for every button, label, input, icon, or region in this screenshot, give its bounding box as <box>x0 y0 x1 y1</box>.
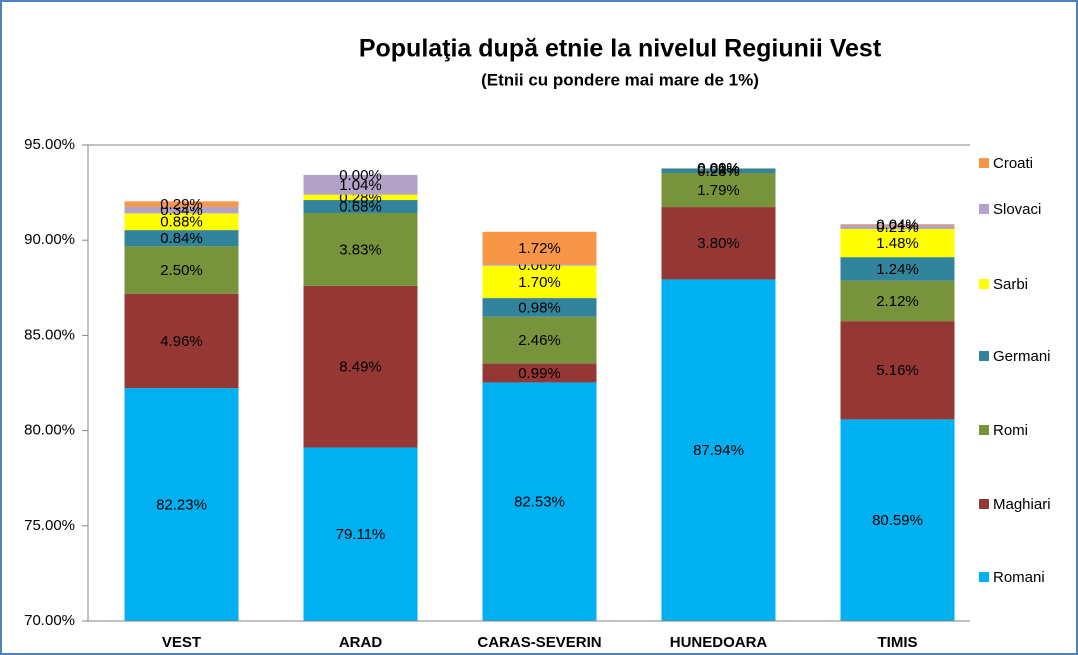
data-label: 82.53% <box>514 494 565 511</box>
bar-segment <box>124 230 239 247</box>
legend-swatch <box>979 351 989 361</box>
data-label: 1.24% <box>876 261 919 278</box>
legend-swatch <box>979 279 989 289</box>
legend-swatch <box>979 572 989 582</box>
data-label: 0.00% <box>339 167 382 184</box>
bar-segment <box>124 388 239 621</box>
data-label: 0.01% <box>697 160 740 177</box>
data-label: 0.88% <box>160 214 203 231</box>
data-label: 0.00% <box>697 160 740 177</box>
bar-segment <box>482 265 597 299</box>
bar-segment <box>840 257 955 281</box>
data-label: 1.48% <box>876 235 919 252</box>
bar-segment <box>124 213 239 231</box>
bar-segment <box>840 228 955 258</box>
legend-label: Slovaci <box>993 201 1041 218</box>
data-label: 0.99% <box>518 365 561 382</box>
legend-label: Sarbi <box>993 276 1028 293</box>
x-tick-label: TIMIS <box>878 634 918 651</box>
x-tick-label: ARAD <box>339 634 382 651</box>
data-label: 82.23% <box>156 497 207 514</box>
bar-segment <box>303 212 418 286</box>
bar-segment <box>303 285 418 448</box>
data-label: 1.04% <box>339 177 382 194</box>
data-label: 2.12% <box>876 293 919 310</box>
bar-segment <box>124 293 239 389</box>
data-label: 0.23% <box>697 163 740 180</box>
bar-segment <box>124 201 239 207</box>
y-tick-label: 85.00% <box>24 326 75 343</box>
legend-swatch <box>979 158 989 168</box>
y-tick-label: 70.00% <box>24 612 75 629</box>
bar-segment <box>303 174 418 195</box>
data-label: 1.70% <box>518 274 561 291</box>
data-label: 2.50% <box>160 262 203 279</box>
data-label: 1.79% <box>697 182 740 199</box>
bar-segment <box>840 321 955 420</box>
x-tick-label: CARAS-SEVERIN <box>477 634 601 651</box>
data-label: 79.11% <box>336 526 386 543</box>
data-label: 3.80% <box>697 235 740 252</box>
data-label: 0.21% <box>876 219 919 236</box>
bar-segment <box>661 279 776 621</box>
data-label: 0.04% <box>876 217 919 234</box>
bar-segment <box>124 206 239 214</box>
chart-title: Populaţia după etnie la nivelul Regiunii… <box>359 35 882 63</box>
bar-segment <box>840 419 955 621</box>
legend-swatch <box>979 425 989 435</box>
bar-segment <box>840 224 955 225</box>
bar-segment <box>482 264 597 266</box>
data-label: 0.68% <box>339 198 382 215</box>
bar-segment <box>661 172 776 208</box>
bar-segment <box>482 382 597 621</box>
bar-segment <box>303 447 418 621</box>
bar-segment <box>482 316 597 364</box>
legend-label: Romani <box>993 569 1045 586</box>
x-tick-label: VEST <box>162 634 201 651</box>
bar-segment <box>124 246 239 294</box>
legend-label: Romi <box>993 422 1028 439</box>
data-label: 4.96% <box>160 333 203 350</box>
y-tick-label: 80.00% <box>24 422 75 439</box>
bar-segment <box>840 280 955 322</box>
data-label: 1.72% <box>518 240 561 257</box>
chart-subtitle: (Etnii cu pondere mai mare de 1%) <box>481 70 759 89</box>
bar-segment <box>482 231 597 265</box>
y-tick-label: 95.00% <box>24 136 75 153</box>
data-label: 8.49% <box>339 359 382 376</box>
legend-label: Germani <box>993 348 1051 365</box>
data-label: 2.46% <box>518 332 561 349</box>
data-label: 80.59% <box>872 512 923 529</box>
data-label: 87.94% <box>693 442 744 459</box>
y-tick-label: 75.00% <box>24 517 75 534</box>
bar-segment <box>482 298 597 317</box>
data-label: 5.16% <box>876 362 919 379</box>
legend-swatch <box>979 499 989 509</box>
bar-segment <box>661 207 776 280</box>
bar-segment <box>840 224 955 229</box>
legend-swatch <box>979 204 989 214</box>
bar-segment <box>303 194 418 201</box>
bar-segment <box>303 200 418 213</box>
data-label: 0.84% <box>160 230 203 247</box>
data-label: 0.98% <box>518 299 561 316</box>
data-label: 0.02% <box>697 160 740 177</box>
bar-segment <box>661 168 776 173</box>
x-tick-label: HUNEDOARA <box>670 634 768 651</box>
y-tick-label: 90.00% <box>24 231 75 248</box>
data-label: 0.29% <box>160 196 203 213</box>
bar-segment <box>482 363 597 383</box>
legend-label: Maghiari <box>993 496 1051 513</box>
legend-label: Croati <box>993 155 1033 172</box>
data-label: 3.83% <box>339 241 382 258</box>
